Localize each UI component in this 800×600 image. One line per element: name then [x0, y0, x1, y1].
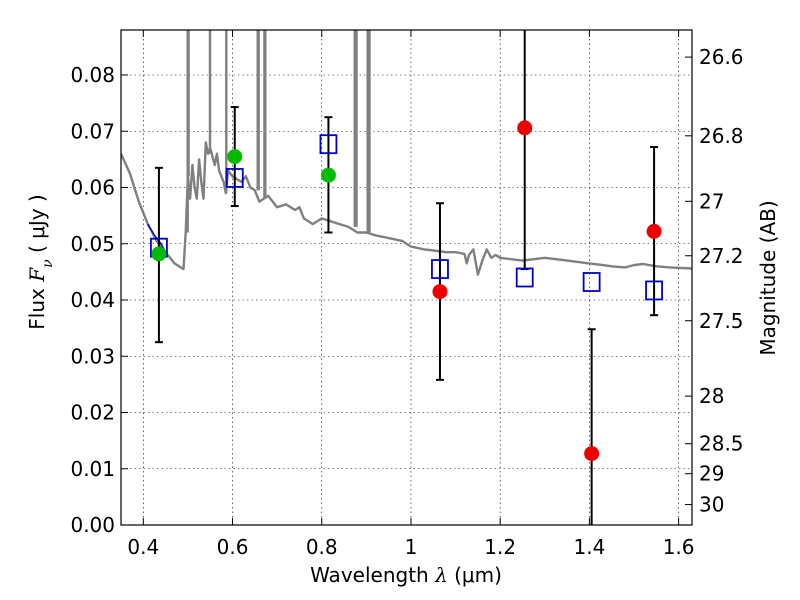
x-tick-label: 1.6: [663, 535, 695, 559]
y2-tick-label: 27.2: [699, 244, 744, 268]
y-tick-label: 0.08: [70, 63, 115, 87]
y2-tick-label: 28.5: [699, 432, 744, 456]
y2-tick-label: 28: [699, 384, 724, 408]
y-tick-label: 0.07: [70, 119, 115, 143]
y-tick-label: 0.05: [70, 232, 115, 256]
y-axis-label-unit: ( μJy ): [25, 194, 49, 259]
grid-layer: [121, 30, 692, 526]
y-axis-label: Flux Fν ( μJy ): [25, 194, 56, 329]
synthetic-photometry-square: [319, 134, 338, 155]
x-axis-label-variable: λ: [434, 563, 448, 587]
y2-tick-label: 27.5: [699, 309, 744, 333]
y2-tick-label: 26.8: [699, 124, 744, 148]
y-axis-label-variable: F: [25, 267, 49, 283]
synthetic-photometry-square: [645, 280, 663, 301]
y2-tick-label: 29: [699, 462, 724, 486]
nir-detection-point: [646, 223, 662, 239]
plot-area: [121, 30, 692, 525]
y2-tick-label: 30: [699, 493, 724, 517]
plot-frame: [120, 29, 693, 526]
synthetic-photometry-square: [225, 168, 244, 188]
y-axis-label-subscript: ν: [40, 259, 56, 268]
x-axis-label: Wavelength λ (μm): [310, 563, 502, 587]
optical-detection-point: [320, 167, 336, 183]
nir-detection-point: [432, 284, 448, 300]
optical-detection-point: [151, 246, 167, 262]
y2-tick-label: 26.6: [699, 45, 744, 69]
synthetic-photometry-square: [515, 267, 534, 288]
nir-detection-point: [584, 446, 600, 462]
y-tick-label: 0.06: [70, 176, 115, 200]
x-tick-label: 0.8: [306, 535, 338, 559]
optical-detection-point: [227, 149, 243, 165]
y-axis-label-prefix: Flux: [25, 282, 49, 330]
y-tick-label: 0.00: [70, 513, 115, 537]
model-sed-line: [121, 141, 692, 276]
x-tick-label: 1.4: [573, 535, 605, 559]
x-tick-label: 1: [405, 535, 418, 559]
synthetic-photometry-square: [582, 272, 601, 292]
x-tick-label: 1.2: [484, 535, 516, 559]
x-tick-label: 0.4: [127, 535, 159, 559]
y-tick-label: 0.01: [70, 457, 115, 481]
tick-layer: 0.4 0.6 0.8 1 1.2 1.4 1.6 0.00 0.01 0.02 0.03 0.04 0…: [70, 30, 744, 559]
y2-tick-label: 27: [699, 189, 724, 213]
nir-detection-point: [517, 120, 533, 136]
x-axis-label-prefix: Wavelength: [310, 563, 435, 587]
synthetic-photometry-square: [431, 259, 449, 279]
y2-axis-label: Magnitude (AB): [756, 200, 780, 355]
y-tick-label: 0.03: [70, 344, 115, 368]
x-axis-label-unit: (μm): [448, 563, 502, 587]
y-tick-label: 0.02: [70, 401, 115, 425]
x-tick-label: 0.6: [217, 535, 249, 559]
y-tick-label: 0.04: [70, 288, 115, 312]
